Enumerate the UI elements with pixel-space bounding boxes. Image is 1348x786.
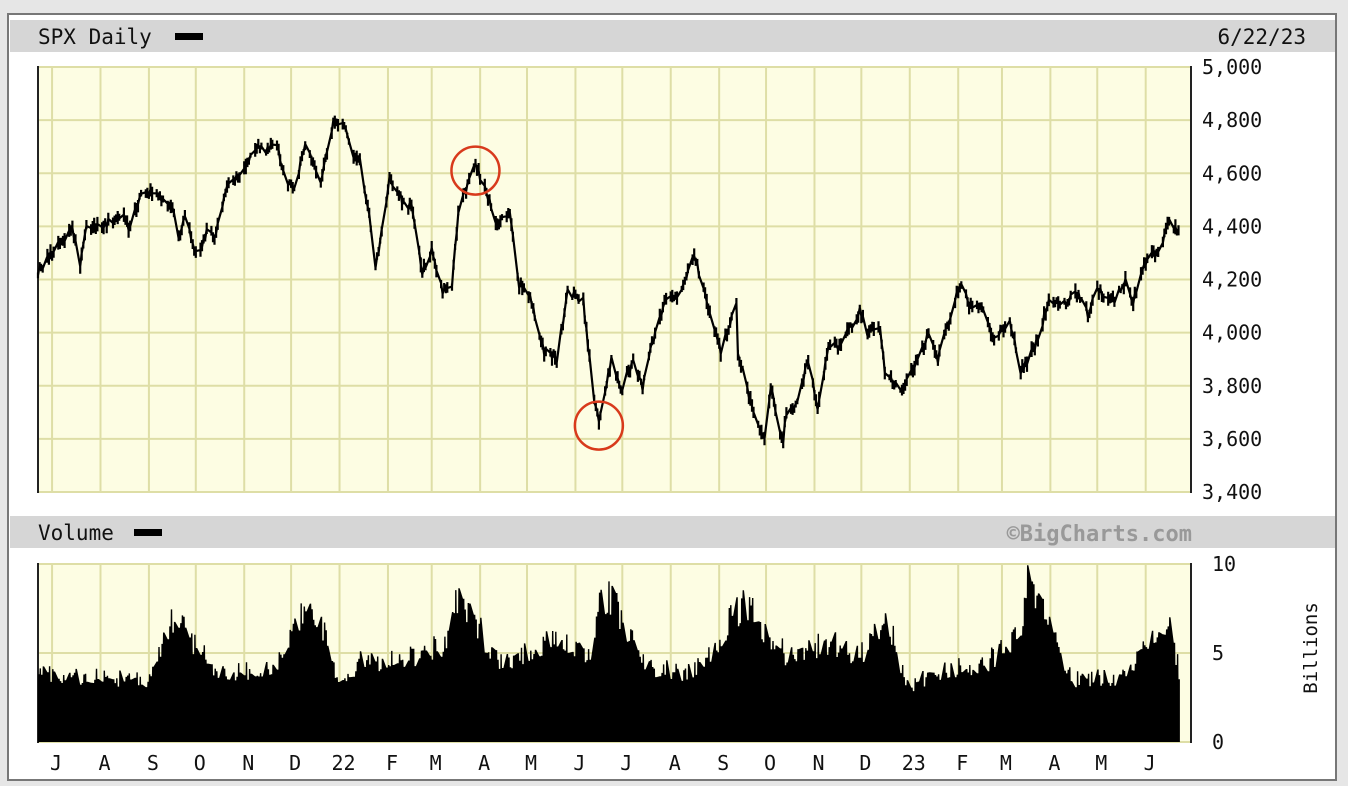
x-tick-0: J xyxy=(50,751,62,775)
x-tick-17: D xyxy=(859,751,871,775)
x-tick-6: 22 xyxy=(331,751,355,775)
price-y-tick-3: 4,000 xyxy=(1202,321,1262,345)
price-y-tick-8: 5,000 xyxy=(1202,55,1262,79)
x-tick-19: F xyxy=(956,751,968,775)
x-tick-9: A xyxy=(478,751,490,775)
x-tick-21: A xyxy=(1048,751,1060,775)
x-tick-23: J xyxy=(1144,751,1156,775)
volume-bars xyxy=(38,565,1180,742)
x-tick-8: M xyxy=(430,751,442,775)
x-tick-18: 23 xyxy=(902,751,926,775)
x-tick-11: J xyxy=(573,751,585,775)
x-tick-15: O xyxy=(764,751,776,775)
volume-y-tick-1: 5 xyxy=(1212,641,1224,665)
x-tick-1: A xyxy=(98,751,110,775)
x-axis: J A S O N D 22 F M A M J J A S O N D 23 F M A M J xyxy=(50,751,1156,775)
price-series-line xyxy=(36,115,1180,449)
volume-header-bar xyxy=(10,516,1335,548)
x-tick-13: A xyxy=(669,751,681,775)
annotation-circle-1 xyxy=(573,400,625,451)
volume-legend-swatch xyxy=(134,529,162,536)
price-annotations xyxy=(450,145,625,451)
x-tick-14: S xyxy=(717,751,729,775)
price-date-label: 6/22/23 xyxy=(1217,25,1306,49)
price-y-tick-4: 4,200 xyxy=(1202,268,1262,292)
price-title: SPX Daily xyxy=(38,25,152,49)
annotation-circle-0 xyxy=(450,145,501,196)
volume-title: Volume xyxy=(38,521,114,545)
x-tick-7: F xyxy=(386,751,398,775)
price-y-tick-7: 4,800 xyxy=(1202,108,1262,132)
volume-y-axis: 0 5 10 xyxy=(1212,552,1236,754)
price-y-tick-0: 3,400 xyxy=(1202,480,1262,504)
x-tick-4: N xyxy=(242,751,254,775)
price-y-tick-6: 4,600 xyxy=(1202,161,1262,185)
price-y-tick-5: 4,400 xyxy=(1202,214,1262,238)
price-header-bar xyxy=(10,20,1335,52)
x-tick-16: N xyxy=(812,751,824,775)
volume-y-axis-label: Billions xyxy=(1300,602,1322,694)
price-legend-swatch xyxy=(175,33,203,40)
watermark: ©BigCharts.com xyxy=(1007,522,1192,547)
x-tick-22: M xyxy=(1095,751,1107,775)
price-y-tick-1: 3,600 xyxy=(1202,427,1262,451)
x-tick-5: D xyxy=(289,751,301,775)
price-y-axis: 3,400 3,600 3,800 4,000 4,200 4,400 4,600 4,800… xyxy=(1202,55,1262,504)
volume-y-tick-0: 0 xyxy=(1212,730,1224,754)
x-tick-2: S xyxy=(147,751,159,775)
price-y-tick-2: 3,800 xyxy=(1202,374,1262,398)
x-tick-12: J xyxy=(620,751,632,775)
x-tick-10: M xyxy=(525,751,537,775)
x-tick-3: O xyxy=(194,751,206,775)
x-tick-20: M xyxy=(1000,751,1012,775)
volume-y-tick-2: 10 xyxy=(1212,552,1236,576)
